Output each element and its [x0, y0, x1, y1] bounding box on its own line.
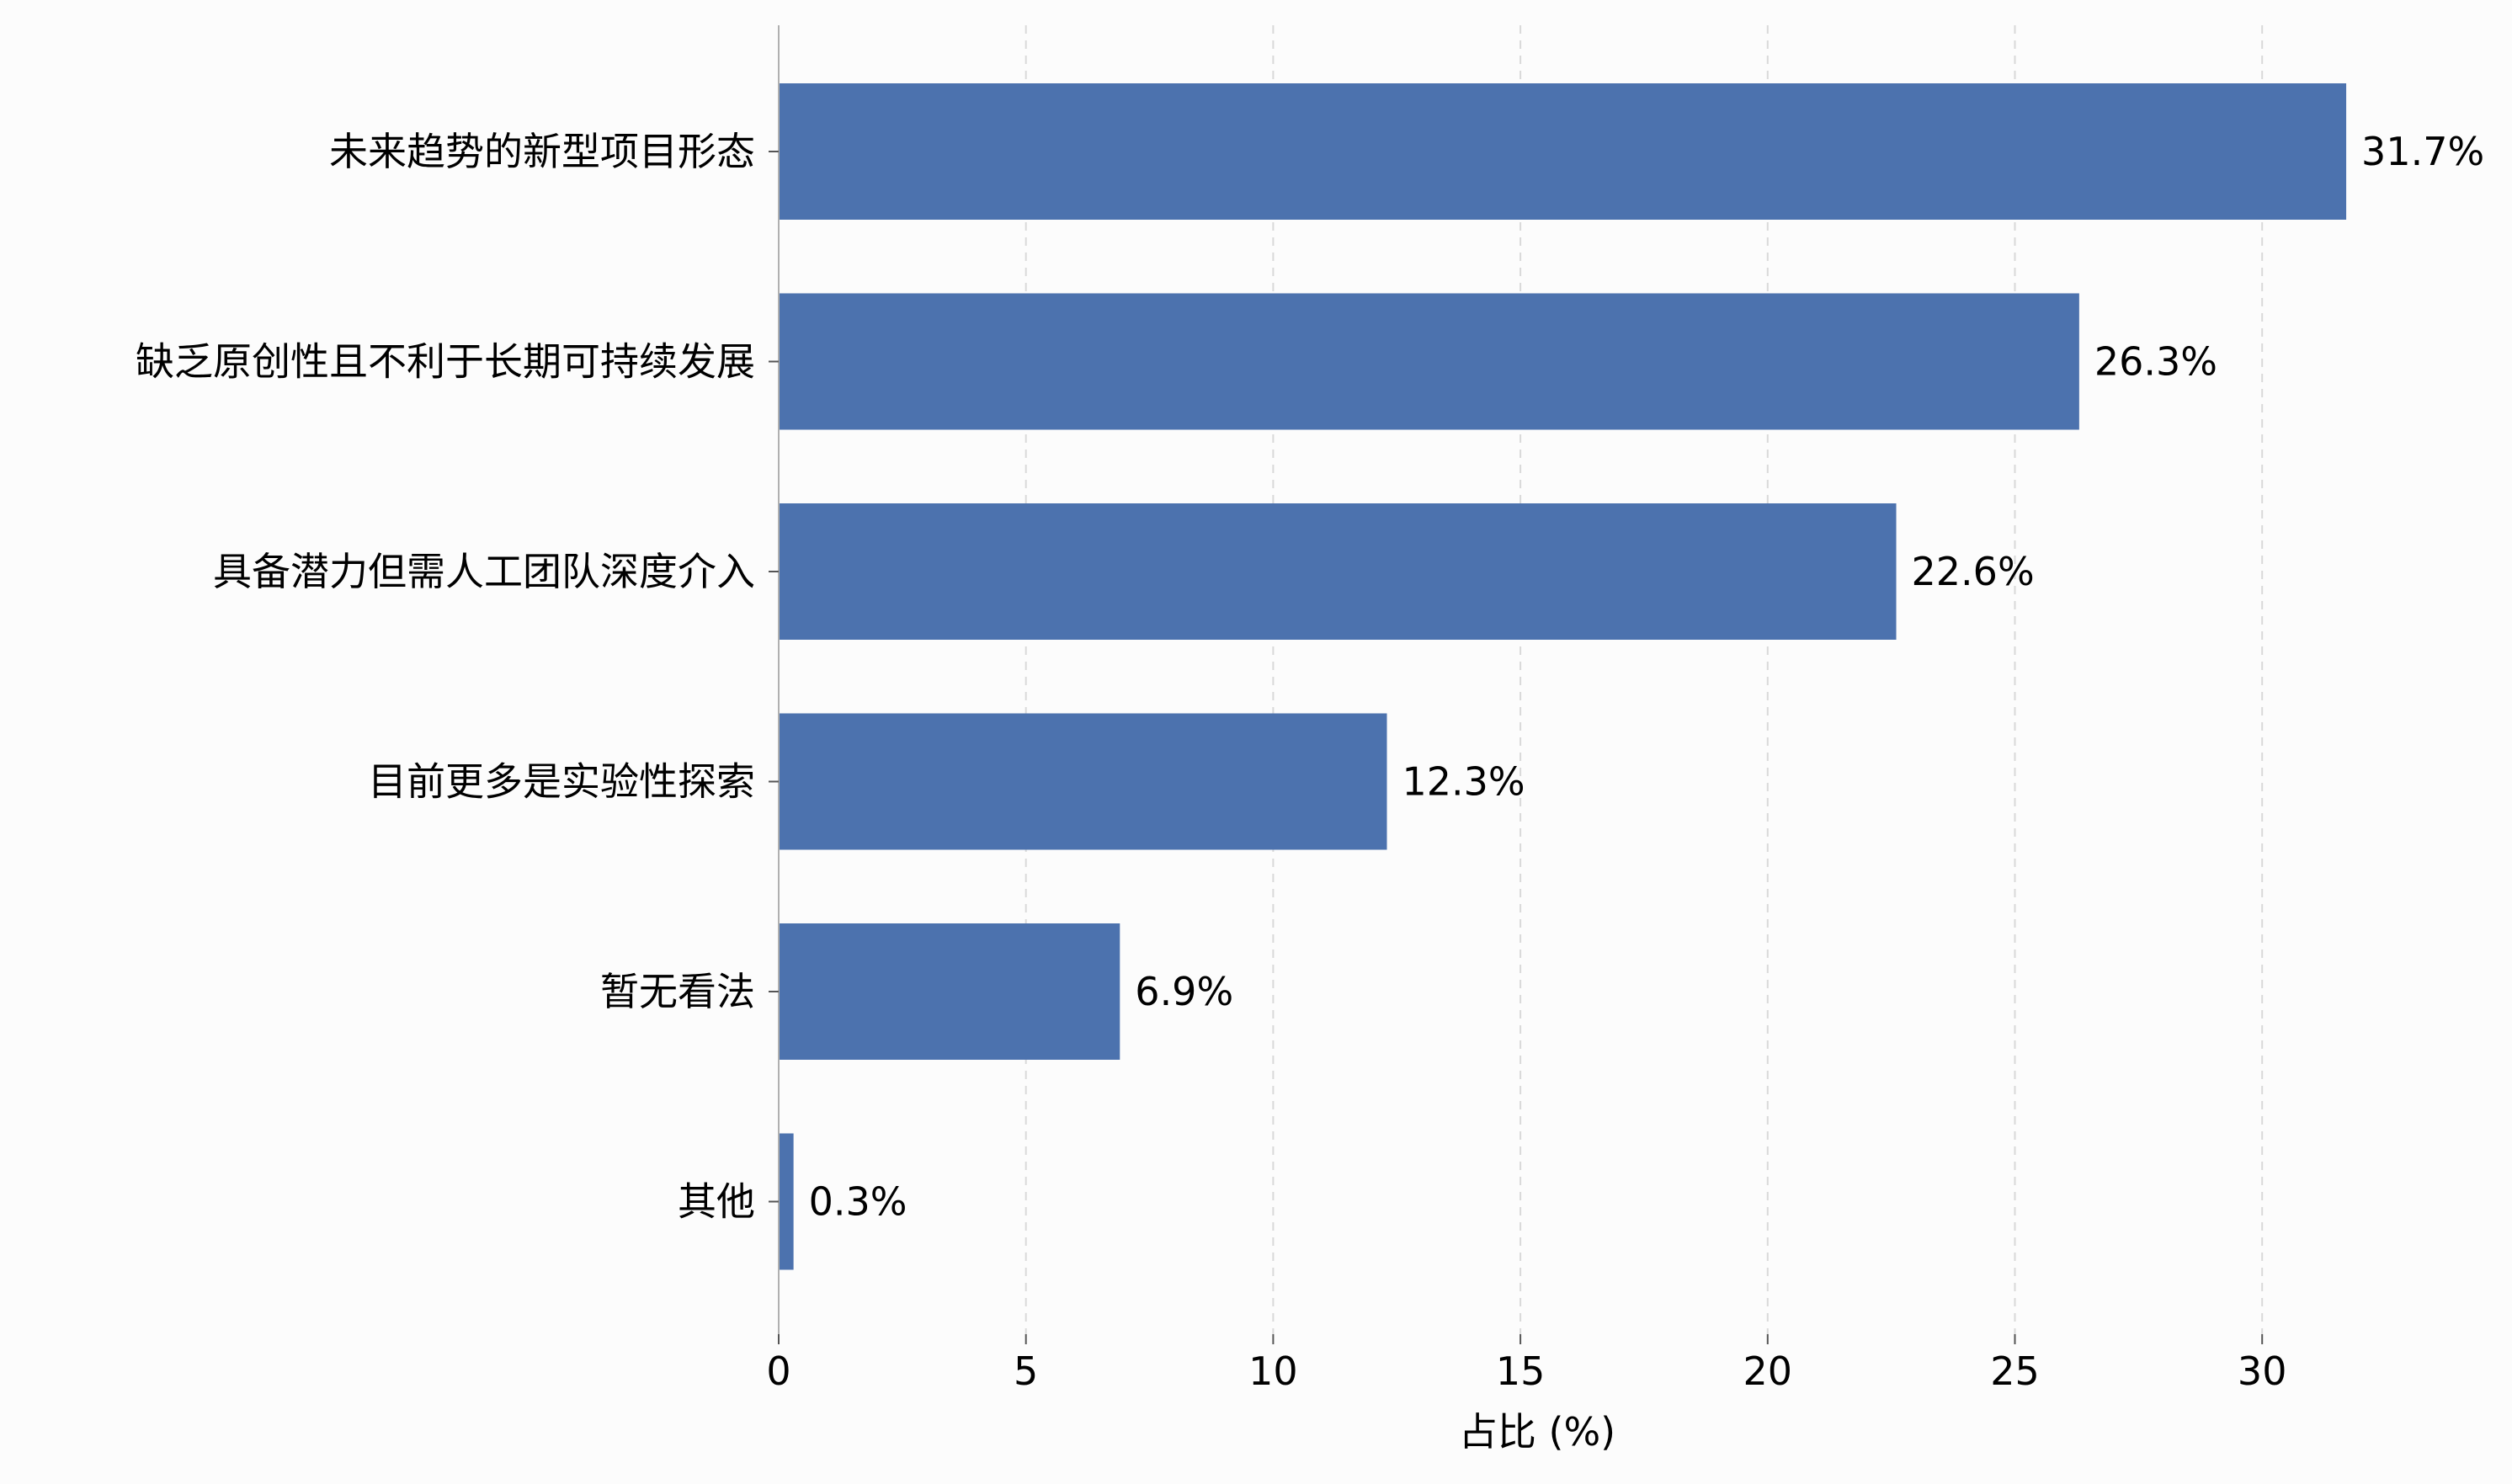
x-tick-label: 30	[2238, 1348, 2287, 1394]
x-tick-label: 25	[1990, 1348, 2040, 1394]
bar	[779, 503, 1897, 640]
x-axis-title: 占比 (%)	[1459, 1409, 1615, 1455]
bar	[779, 1133, 794, 1270]
y-category-label: 缺乏原创性且不利于长期可持续发展	[136, 339, 755, 385]
y-category-label: 具备潜力但需人工团队深度介入	[213, 549, 755, 594]
bar	[779, 83, 2347, 220]
y-category-label: 未来趋势的新型项目形态	[329, 129, 755, 174]
x-tick-label: 5	[1014, 1348, 1038, 1394]
bar	[779, 923, 1120, 1060]
labels: 0 5 10 15 20 25 30 未来趋势的新型项目形态 31.7% 缺乏原创性且不利于长期可…	[136, 129, 2484, 1394]
bars	[779, 83, 2347, 1270]
y-category-label: 目前更多是实验性探索	[368, 759, 755, 805]
axes	[769, 25, 2264, 1344]
bar-value-label: 6.9%	[1135, 969, 1233, 1014]
bar-value-label: 0.3%	[809, 1179, 907, 1225]
bar-value-label: 12.3%	[1402, 759, 1525, 805]
y-category-label: 暂无看法	[600, 969, 755, 1014]
y-category-label: 其他	[678, 1179, 755, 1225]
x-tick-label: 10	[1248, 1348, 1298, 1394]
bar-value-label: 22.6%	[1912, 549, 2035, 594]
gridlines	[1024, 25, 2264, 1334]
x-tick-label: 0	[766, 1348, 790, 1394]
bar	[779, 713, 1387, 850]
x-tick-label: 20	[1743, 1348, 1793, 1394]
bar-value-label: 31.7%	[2361, 129, 2484, 174]
x-tick-label: 15	[1496, 1348, 1546, 1394]
bar	[779, 293, 2079, 430]
bar-value-label: 26.3%	[2094, 339, 2217, 385]
